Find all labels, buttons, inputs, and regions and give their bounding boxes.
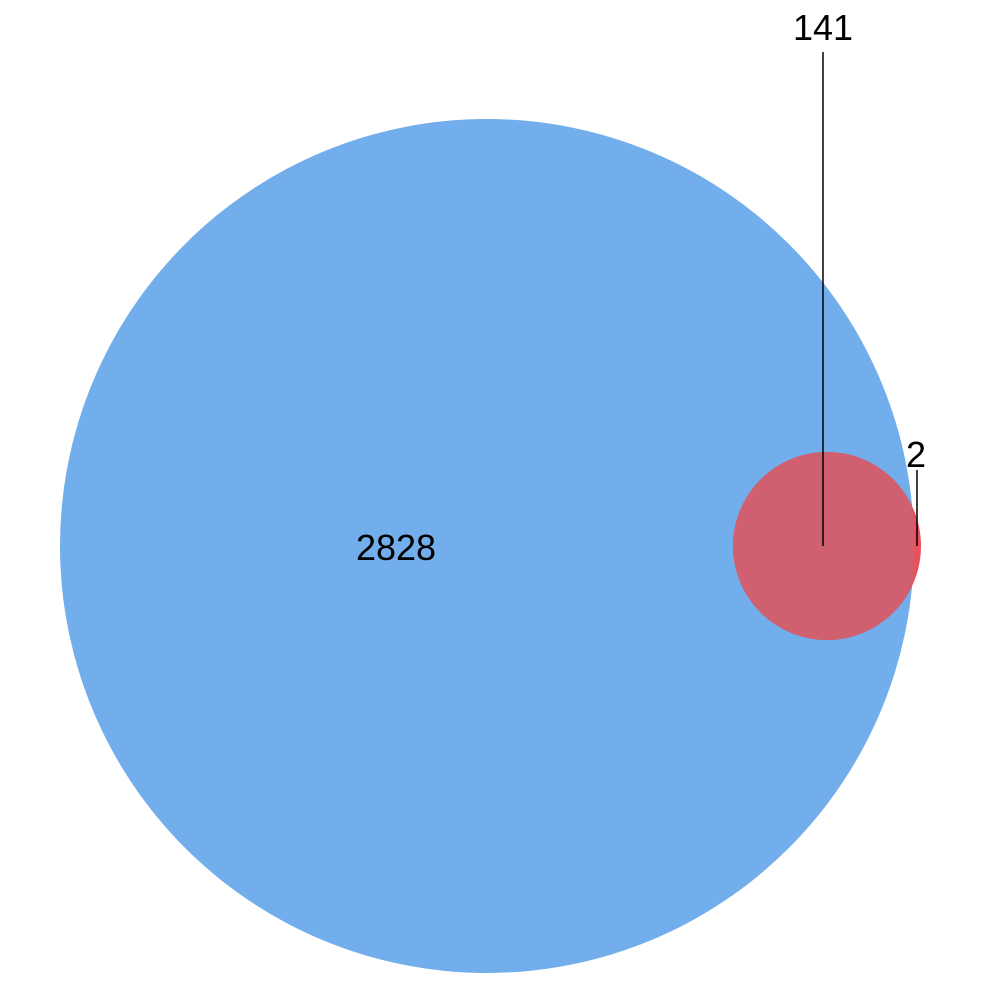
large-only-count-label: 2828 bbox=[356, 527, 436, 568]
intersection-count-label: 141 bbox=[793, 7, 853, 48]
large-set-circle bbox=[60, 119, 914, 973]
small-only-count-label: 2 bbox=[906, 434, 926, 475]
intersection-region bbox=[733, 452, 914, 640]
